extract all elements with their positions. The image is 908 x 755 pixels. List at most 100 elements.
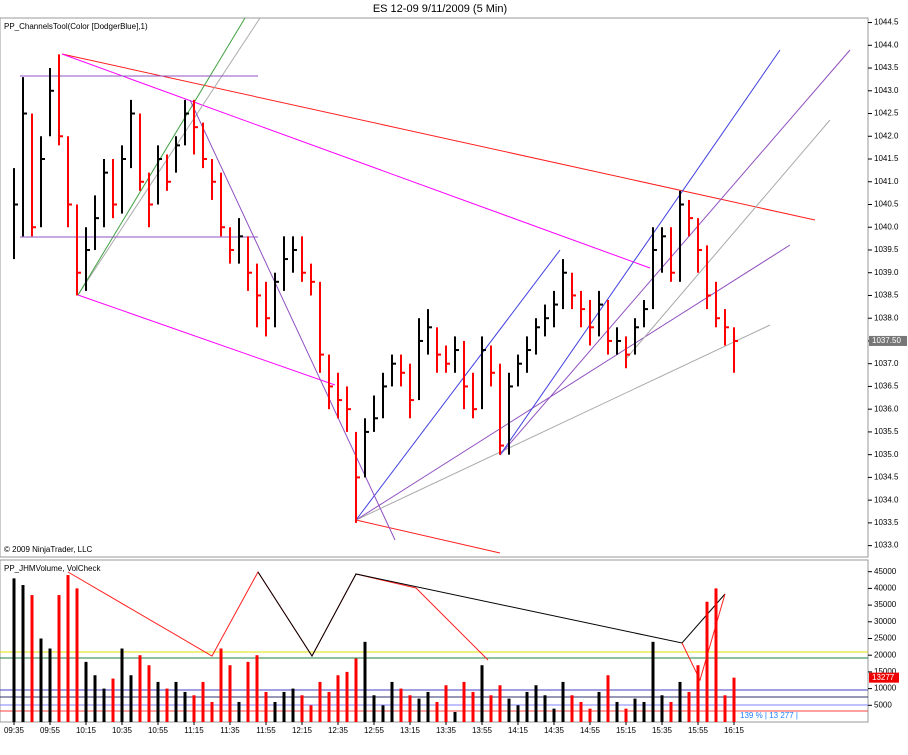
volume-bar: [525, 691, 529, 722]
x-tick-label: 15:35: [652, 726, 673, 735]
last-volume-label: 13277: [872, 673, 895, 682]
volume-bar: [12, 578, 16, 722]
volume-bar: [624, 708, 628, 722]
x-tick-label: 13:35: [436, 726, 457, 735]
x-tick-label: 13:15: [400, 726, 421, 735]
volume-bar: [417, 698, 421, 722]
y-tick-label: 1042.5: [874, 109, 899, 118]
volume-bar: [30, 595, 34, 722]
volume-bar: [489, 695, 493, 722]
volume-bar: [318, 681, 322, 722]
volume-bar: [138, 655, 142, 722]
volume-bar: [183, 691, 187, 722]
x-tick-label: 10:35: [112, 726, 133, 735]
volume-bar: [705, 601, 709, 722]
trend-line: [355, 244, 791, 521]
volume-bar: [228, 665, 232, 722]
x-tick-label: 16:15: [724, 726, 745, 735]
volume-bar: [327, 691, 331, 722]
volume-bar: [174, 681, 178, 722]
y-tick-label: 40000: [874, 584, 897, 593]
y-tick-label: 1043.0: [874, 86, 899, 95]
volume-bar: [147, 665, 151, 722]
y-tick-label: 1034.5: [874, 473, 899, 482]
volume-bar: [129, 675, 133, 722]
volume-bar: [660, 695, 664, 722]
y-tick-label: 1035.0: [874, 450, 899, 459]
x-tick-label: 13:55: [472, 726, 493, 735]
volume-bar: [291, 688, 295, 722]
x-tick-label: 12:15: [292, 726, 313, 735]
y-tick-label: 30000: [874, 617, 897, 626]
volume-bar: [165, 688, 169, 722]
y-tick-label: 1033.5: [874, 518, 899, 527]
volume-bar: [453, 711, 457, 722]
volume-bar: [372, 695, 376, 722]
indicator-label: PP_ChannelsTool(Color [DodgerBlue],1): [4, 22, 148, 31]
y-tick-label: 1038.0: [874, 313, 899, 322]
y-tick-label: 1040.5: [874, 200, 899, 209]
volume-footer: 139 % | 13 277 |: [740, 711, 798, 720]
volume-bar: [363, 641, 367, 722]
volume-bar: [192, 695, 196, 722]
x-tick-label: 14:35: [544, 726, 565, 735]
trend-line: [355, 324, 771, 521]
volume-bar: [345, 671, 349, 722]
volume-bar: [390, 681, 394, 722]
volume-bar: [84, 661, 88, 722]
trend-line: [355, 519, 501, 554]
volume-bar: [534, 685, 538, 722]
volume-bar: [696, 665, 700, 722]
trend-line: [77, 17, 261, 296]
volume-bar: [201, 681, 205, 722]
volume-bar: [300, 695, 304, 722]
volume-bar: [579, 701, 583, 722]
volume-bar: [246, 661, 250, 722]
volume-bar: [471, 691, 475, 722]
indicator-label: PP_JHMVolume, VolCheck: [4, 564, 101, 573]
trend-line: [61, 53, 651, 269]
x-tick-label: 11:35: [220, 726, 240, 735]
volume-bar: [615, 701, 619, 722]
y-tick-label: 1040.0: [874, 222, 899, 231]
last-price-box: [869, 335, 907, 346]
y-tick-label: 1041.0: [874, 177, 899, 186]
y-tick-label: 1043.5: [874, 63, 899, 72]
volume-bar: [273, 701, 277, 722]
volume-lines: [0, 571, 868, 712]
volume-bar: [102, 688, 106, 722]
volume-bar: [309, 705, 313, 722]
page-title: ES 12-09 9/11/2009 (5 Min): [373, 3, 507, 15]
y-tick-label: 1039.0: [874, 268, 899, 277]
volume-panel: [0, 559, 869, 723]
volume-bar: [507, 698, 511, 722]
y-tick-label: 5000: [874, 700, 892, 709]
y-tick-label: 1039.5: [874, 245, 899, 254]
last-price-label: 1037.50: [872, 336, 901, 345]
volume-bar: [111, 678, 115, 722]
channel-lines: [20, 17, 851, 554]
copyright: © 2009 NinjaTrader, LLC: [4, 545, 93, 554]
volume-bar: [570, 695, 574, 722]
volume-bar: [516, 705, 520, 722]
volume-bar: [462, 681, 466, 722]
volume-bar: [156, 681, 160, 722]
volume-bar: [219, 648, 223, 722]
x-tick-label: 11:15: [184, 726, 204, 735]
y-tick-label: 1033.0: [874, 541, 899, 550]
volume-bar: [282, 691, 286, 722]
volume-bar: [651, 641, 655, 722]
volume-bar: [408, 695, 412, 722]
trend-line: [77, 17, 246, 296]
x-tick-label: 15:55: [688, 726, 709, 735]
volume-bar: [354, 658, 358, 722]
trend-line: [355, 249, 561, 521]
volume-bar: [606, 675, 610, 722]
volume-bar: [732, 677, 736, 722]
trend-line: [499, 49, 851, 456]
last-volume-box: [869, 672, 899, 683]
volume-bar: [687, 691, 691, 722]
volume-bar: [255, 655, 259, 722]
